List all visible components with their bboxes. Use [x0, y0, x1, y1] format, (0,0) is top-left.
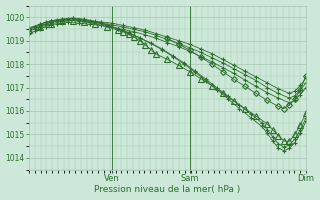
- X-axis label: Pression niveau de la mer( hPa ): Pression niveau de la mer( hPa ): [94, 185, 241, 194]
